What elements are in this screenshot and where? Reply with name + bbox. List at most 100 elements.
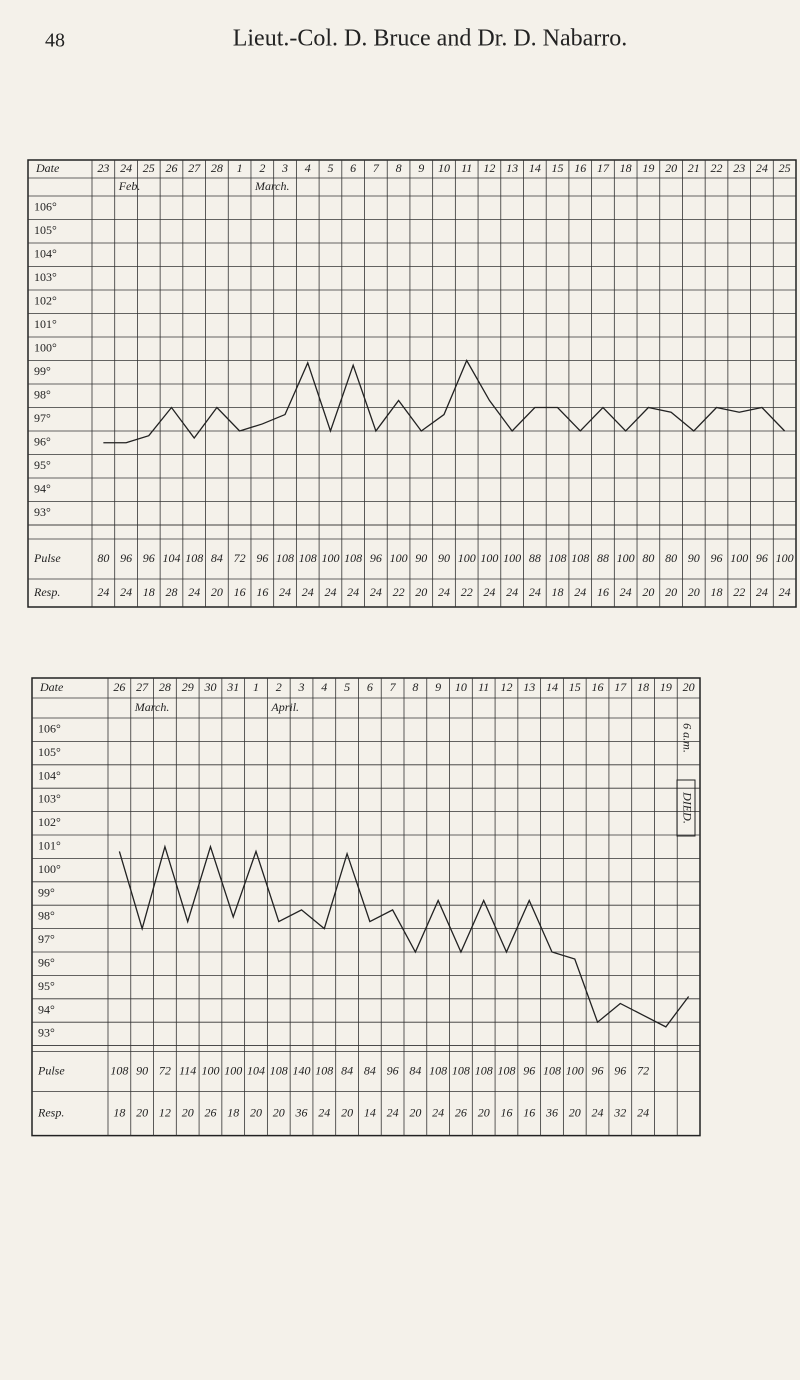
resp-cell: 20 <box>182 1105 194 1119</box>
y-tick-label: 100° <box>38 862 61 876</box>
date-cell: 1 <box>253 680 259 694</box>
y-tick-label: 97° <box>38 932 55 946</box>
temperature-line <box>118 844 690 1028</box>
y-tick-label: 104° <box>38 768 61 782</box>
pulse-cell: 108 <box>543 1063 561 1077</box>
date-cell: 17 <box>597 161 610 175</box>
resp-cell: 20 <box>478 1105 490 1119</box>
resp-cell: 24 <box>279 585 291 599</box>
resp-label: Resp. <box>37 1105 64 1119</box>
pulse-cell: 108 <box>497 1063 515 1077</box>
pulse-cell: 104 <box>247 1063 265 1077</box>
pulse-cell: 108 <box>110 1063 128 1077</box>
pulse-cell: 84 <box>409 1063 421 1077</box>
y-tick-label: 99° <box>34 364 51 378</box>
annotation: 6 a.m. <box>680 723 694 753</box>
y-tick-label: 97° <box>34 411 51 425</box>
date-cell: 7 <box>390 680 397 694</box>
resp-cell: 20 <box>642 585 654 599</box>
page-number: 48 <box>45 30 65 52</box>
date-cell: 7 <box>373 161 380 175</box>
pulse-cell: 96 <box>756 551 768 565</box>
month-label: April. <box>270 700 299 714</box>
pulse-cell: 100 <box>617 551 635 565</box>
y-tick-label: 100° <box>34 341 57 355</box>
y-tick-label: 103° <box>34 270 57 284</box>
y-tick-label: 106° <box>34 200 57 214</box>
resp-cell: 16 <box>523 1105 535 1119</box>
pulse-label: Pulse <box>33 551 61 565</box>
resp-cell: 16 <box>234 585 246 599</box>
resp-cell: 26 <box>455 1105 467 1119</box>
resp-cell: 24 <box>318 1105 330 1119</box>
date-cell: 10 <box>438 161 450 175</box>
y-tick-label: 101° <box>34 317 57 331</box>
resp-cell: 24 <box>387 1105 399 1119</box>
date-cell: 12 <box>483 161 495 175</box>
date-cell: 15 <box>569 680 581 694</box>
resp-cell: 20 <box>415 585 427 599</box>
date-cell: 6 <box>367 680 373 694</box>
pulse-cell: 90 <box>438 551 450 565</box>
y-tick-label: 105° <box>34 223 57 237</box>
resp-cell: 24 <box>120 585 132 599</box>
date-cell: 16 <box>592 680 604 694</box>
date-cell: 23 <box>97 161 109 175</box>
resp-cell: 24 <box>188 585 200 599</box>
date-cell: 19 <box>660 680 672 694</box>
month-label: Feb. <box>118 179 141 193</box>
date-cell: 12 <box>500 680 512 694</box>
y-tick-label: 93° <box>34 505 51 519</box>
resp-cell: 20 <box>341 1105 353 1119</box>
resp-cell: 24 <box>756 585 768 599</box>
date-cell: 25 <box>143 161 155 175</box>
date-cell: 8 <box>412 680 418 694</box>
resp-cell: 12 <box>159 1105 171 1119</box>
pulse-cell: 100 <box>503 551 521 565</box>
resp-cell: 24 <box>370 585 382 599</box>
resp-cell: 20 <box>273 1105 285 1119</box>
date-cell: 2 <box>276 680 282 694</box>
temperature-line <box>103 359 786 444</box>
date-cell: 17 <box>614 680 627 694</box>
resp-cell: 22 <box>393 585 405 599</box>
pulse-cell: 100 <box>458 551 476 565</box>
table-frame <box>31 677 701 1137</box>
month-label: March. <box>254 179 290 193</box>
y-tick-label: 94° <box>38 1002 55 1016</box>
date-cell: 28 <box>211 161 223 175</box>
y-tick-label: 93° <box>38 1026 55 1040</box>
y-tick-label: 96° <box>38 955 55 969</box>
pulse-cell: 96 <box>614 1063 626 1077</box>
resp-cell: 24 <box>529 585 541 599</box>
resp-cell: 22 <box>461 585 473 599</box>
date-cell: 4 <box>321 680 327 694</box>
resp-cell: 28 <box>165 585 177 599</box>
y-tick-label: 94° <box>34 482 51 496</box>
pulse-cell: 88 <box>529 551 541 565</box>
resp-cell: 18 <box>711 585 723 599</box>
pulse-cell: 108 <box>571 551 589 565</box>
date-cell: 3 <box>281 161 288 175</box>
pulse-cell: 80 <box>642 551 654 565</box>
pulse-cell: 114 <box>179 1063 196 1077</box>
resp-cell: 24 <box>779 585 791 599</box>
resp-cell: 32 <box>613 1105 626 1119</box>
resp-cell: 24 <box>324 585 336 599</box>
resp-cell: 24 <box>592 1105 604 1119</box>
date-cell: 26 <box>165 161 177 175</box>
pulse-cell: 108 <box>270 1063 288 1077</box>
resp-cell: 24 <box>483 585 495 599</box>
date-cell: 11 <box>461 161 472 175</box>
date-label: Date <box>39 680 64 694</box>
date-cell: 31 <box>226 680 239 694</box>
date-cell: 5 <box>327 161 333 175</box>
resp-cell: 16 <box>597 585 609 599</box>
y-tick-label: 96° <box>34 435 51 449</box>
pulse-cell: 80 <box>665 551 677 565</box>
resp-cell: 24 <box>302 585 314 599</box>
date-cell: 5 <box>344 680 350 694</box>
pulse-cell: 72 <box>637 1063 649 1077</box>
date-cell: 22 <box>711 161 723 175</box>
date-cell: 9 <box>418 161 424 175</box>
